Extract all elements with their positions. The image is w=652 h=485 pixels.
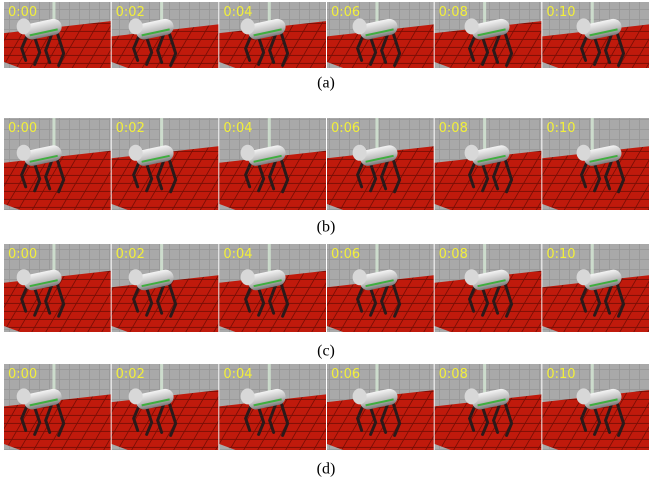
robot-head — [129, 145, 143, 161]
frame: 0:02 — [112, 364, 219, 450]
post — [268, 364, 271, 394]
robot-head — [577, 388, 591, 404]
frame: 0:10 — [542, 364, 649, 450]
robot-head — [353, 145, 367, 161]
timestamp: 0:00 — [8, 121, 37, 136]
frame: 0:08 — [435, 2, 542, 68]
caption: (d) — [317, 461, 336, 478]
robot-head — [577, 145, 591, 161]
robot-head — [241, 145, 255, 161]
post — [375, 118, 378, 150]
timestamp: 0:02 — [116, 121, 145, 136]
timestamp: 0:04 — [223, 121, 252, 136]
frame: 0:04 — [219, 118, 326, 210]
robot-head — [17, 269, 31, 285]
robot-head — [17, 18, 31, 34]
frame: 0:04 — [219, 364, 326, 450]
robot-head — [129, 388, 143, 404]
frame: 0:02 — [112, 118, 219, 210]
timestamp: 0:10 — [546, 367, 575, 382]
frame: 0:02 — [112, 2, 219, 68]
robot-head — [129, 269, 143, 285]
robot-head — [353, 388, 367, 404]
timestamp: 0:10 — [546, 121, 575, 136]
timestamp: 0:00 — [8, 247, 37, 262]
timestamp: 0:06 — [331, 5, 360, 20]
post — [268, 118, 271, 150]
robot-head — [465, 145, 479, 161]
post — [268, 244, 271, 275]
robot-head — [465, 388, 479, 404]
caption: (b) — [317, 219, 336, 236]
robot-head — [577, 269, 591, 285]
timestamp: 0:10 — [546, 247, 575, 262]
figure: 0:00 0:02 0:04 0:06 0:08 0:10 (a) 0:00 0:02 0:04 0… — [0, 0, 652, 485]
timestamp: 0:06 — [331, 247, 360, 262]
robot-head — [353, 18, 367, 34]
caption: (c) — [317, 343, 335, 360]
frame: 0:06 — [327, 2, 434, 68]
post — [483, 2, 486, 25]
post — [591, 2, 594, 25]
frame: 0:02 — [112, 244, 219, 332]
timestamp: 0:08 — [439, 5, 468, 20]
timestamp: 0:00 — [8, 5, 37, 20]
robot-head — [353, 269, 367, 285]
post — [375, 364, 378, 394]
timestamp: 0:08 — [439, 367, 468, 382]
post — [591, 244, 594, 275]
post — [591, 118, 594, 150]
timestamp: 0:04 — [223, 5, 252, 20]
post — [483, 244, 486, 275]
frame: 0:04 — [219, 244, 326, 332]
robot-head — [241, 388, 255, 404]
frame: 0:10 — [542, 118, 649, 210]
frame: 0:00 — [4, 244, 111, 332]
frame: 0:08 — [435, 118, 542, 210]
robot-head — [465, 18, 479, 34]
timestamp: 0:08 — [439, 121, 468, 136]
frame: 0:10 — [542, 244, 649, 332]
timestamp: 0:10 — [546, 5, 575, 20]
robot-head — [577, 18, 591, 34]
post — [483, 364, 486, 394]
timestamp: 0:02 — [116, 247, 145, 262]
frame: 0:08 — [435, 364, 542, 450]
timestamp: 0:02 — [116, 367, 145, 382]
post — [375, 244, 378, 275]
timestamp: 0:00 — [8, 367, 37, 382]
frame: 0:06 — [327, 244, 434, 332]
robot-head — [465, 269, 479, 285]
timestamp: 0:02 — [116, 5, 145, 20]
robot-head — [129, 18, 143, 34]
robot-head — [17, 145, 31, 161]
caption: (a) — [317, 75, 335, 92]
frame: 0:04 — [219, 2, 326, 68]
timestamp: 0:06 — [331, 121, 360, 136]
robot-head — [241, 18, 255, 34]
frame: 0:00 — [4, 2, 111, 68]
robot-head — [241, 269, 255, 285]
timestamp: 0:04 — [223, 247, 252, 262]
post — [160, 118, 163, 150]
robot-head — [17, 388, 31, 404]
post — [483, 118, 486, 150]
frame: 0:06 — [327, 364, 434, 450]
timestamp: 0:06 — [331, 367, 360, 382]
frame: 0:10 — [542, 2, 649, 68]
frame: 0:08 — [435, 244, 542, 332]
timestamp: 0:08 — [439, 247, 468, 262]
frame: 0:00 — [4, 118, 111, 210]
timestamp: 0:04 — [223, 367, 252, 382]
frame: 0:06 — [327, 118, 434, 210]
post — [591, 364, 594, 394]
frame: 0:00 — [4, 364, 111, 450]
